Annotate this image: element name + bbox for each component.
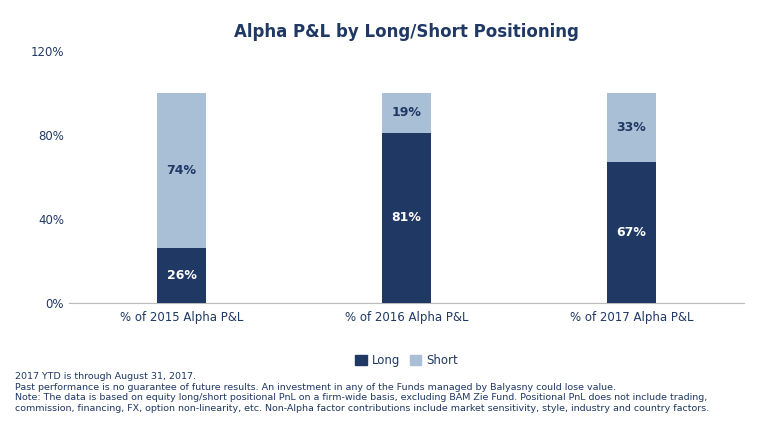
Text: 19%: 19%	[392, 106, 421, 119]
Bar	[156, 248, 206, 303]
Text: 2017 YTD is through August 31, 2017.
Past performance is no guarantee of future : 2017 YTD is through August 31, 2017. Pas…	[15, 373, 709, 413]
Text: 74%: 74%	[166, 164, 196, 177]
Bar	[607, 162, 657, 303]
Bar	[382, 133, 431, 303]
Text: 33%: 33%	[617, 121, 647, 134]
Bar	[607, 93, 657, 162]
Bar	[156, 93, 206, 248]
Text: 67%: 67%	[617, 226, 647, 239]
Bar	[382, 93, 431, 133]
Text: 81%: 81%	[392, 211, 421, 224]
Legend: Long, Short: Long, Short	[351, 349, 463, 372]
Title: Alpha P&L by Long/Short Positioning: Alpha P&L by Long/Short Positioning	[234, 23, 579, 41]
Text: 26%: 26%	[166, 269, 196, 282]
